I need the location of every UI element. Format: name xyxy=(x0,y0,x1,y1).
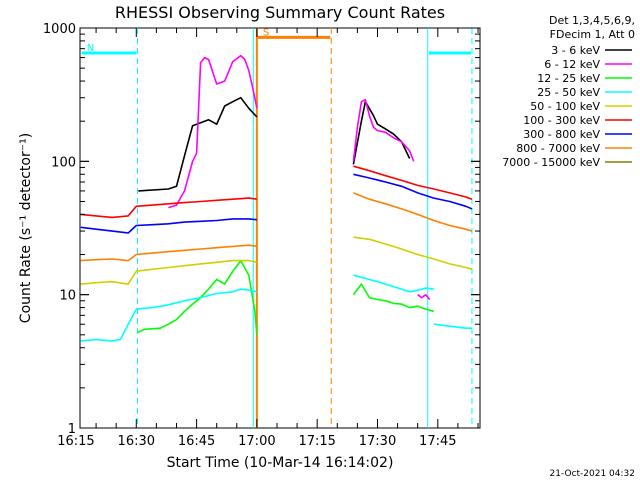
series-line xyxy=(137,259,258,335)
x-tick-label: 16:15 xyxy=(57,434,94,449)
interval-markers: NS xyxy=(81,27,473,428)
series-line xyxy=(417,293,431,301)
interval-label: N xyxy=(87,43,94,54)
series-line xyxy=(138,96,258,192)
series-line xyxy=(80,244,258,262)
y-tick-label: 1 xyxy=(68,422,76,437)
series-line xyxy=(353,173,473,210)
x-tick-label: 17:45 xyxy=(419,434,456,449)
series-line xyxy=(80,259,258,285)
series-line xyxy=(80,288,258,342)
series-line xyxy=(168,54,258,209)
series-line xyxy=(352,98,415,162)
legend-label: 25 - 50 keV xyxy=(537,86,600,99)
legend-label: 7000 - 15000 keV xyxy=(502,156,600,169)
legend-label: 300 - 800 keV xyxy=(523,128,600,141)
x-tick-label: 16:45 xyxy=(178,434,215,449)
x-tick-label: 17:00 xyxy=(238,434,275,449)
footer-timestamp: 21-Oct-2021 04:32 xyxy=(550,469,635,479)
x-tick-label: 17:30 xyxy=(359,434,396,449)
series-line xyxy=(80,218,257,234)
series-line xyxy=(353,165,473,200)
y-axis-ticks: 1 10 100 1000 xyxy=(43,22,480,437)
plot-frame xyxy=(79,27,481,429)
x-tick-label: 16:30 xyxy=(118,434,155,449)
series-line xyxy=(353,274,434,293)
y-tick-label: 100 xyxy=(51,155,76,170)
legend: Det 1,3,4,5,6,9, FDecim 1, Att 0 3 - 6 k… xyxy=(502,14,635,169)
x-axis-label: Start Time (10-Mar-14 16:14:02) xyxy=(167,455,394,471)
interval-label: S xyxy=(263,27,269,38)
legend-label: 6 - 12 keV xyxy=(544,58,600,71)
legend-label: 50 - 100 keV xyxy=(530,100,600,113)
y-tick-label: 10 xyxy=(59,289,76,304)
legend-header-line-1: Det 1,3,4,5,6,9, xyxy=(549,14,635,27)
plot-area xyxy=(79,27,481,429)
series-line xyxy=(352,100,411,165)
chart-title: RHESSI Observing Summary Count Rates xyxy=(115,3,445,22)
series-line xyxy=(352,283,435,313)
legend-label: 100 - 300 keV xyxy=(523,114,600,127)
series-layer xyxy=(80,54,473,342)
legend-label: 12 - 25 keV xyxy=(537,72,600,85)
x-tick-label: 17:15 xyxy=(298,434,335,449)
series-line xyxy=(80,197,258,219)
series-line xyxy=(433,323,472,330)
legend-label: 800 - 7000 keV xyxy=(516,142,600,155)
legend-label: 3 - 6 keV xyxy=(551,44,600,57)
y-tick-label: 1000 xyxy=(43,22,76,37)
legend-header-line-2: FDecim 1, Att 0 xyxy=(550,28,635,41)
series-line xyxy=(353,236,473,271)
x-axis-ticks: 16:15 16:30 16:45 17:00 17:15 17:30 17:45 xyxy=(57,28,479,449)
series-line xyxy=(353,192,473,232)
y-axis-label: Count Rate (s⁻¹ detector⁻¹) xyxy=(18,133,34,323)
